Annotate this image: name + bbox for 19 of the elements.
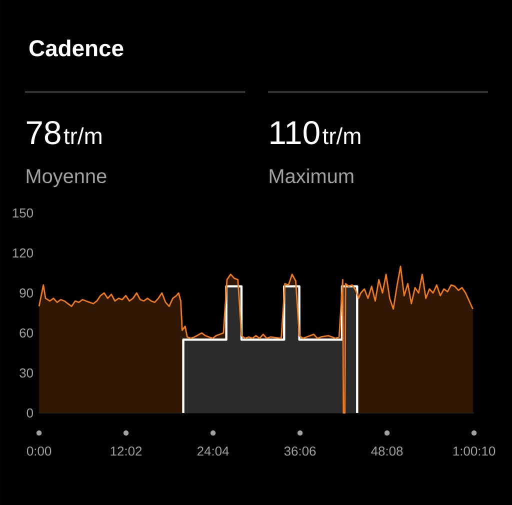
text: 78 [26,121,60,144]
x-tick-label: 48:08 [371,446,403,456]
x-tick-label: 24:04 [198,446,229,456]
chart-title: Cadence [29,40,124,56]
y-tick-label: 120 [12,248,34,258]
y-tick-label: 60 [20,328,34,338]
text: tr/m [64,127,102,144]
y-tick-label: 30 [20,368,34,378]
x-tick-label: 12:02 [110,446,142,456]
y-tick-label: 0 [26,408,34,418]
text: tr/m [322,127,360,144]
text: 110 [270,121,320,144]
x-tick-label: 0:00 [26,446,52,456]
text: Maximum [270,168,354,184]
x-tick-label: 1:00:10 [453,446,496,456]
x-tick-label: 36:06 [284,446,316,456]
text: Moyenne [26,169,106,188]
y-tick-label: 150 [12,208,34,218]
y-tick-label: 90 [20,288,34,298]
